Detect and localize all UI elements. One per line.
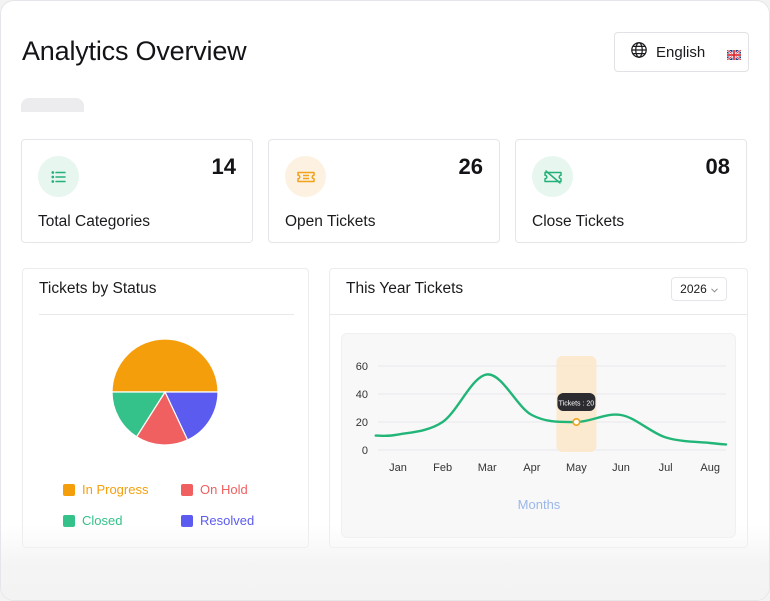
legend-on-hold[interactable]: On Hold	[181, 482, 248, 497]
pie-slice-resolved[interactable]	[164, 391, 219, 441]
x-tick-label: Jun	[612, 462, 630, 474]
language-label: English	[656, 43, 706, 61]
y-tick-label: 0	[362, 445, 368, 457]
this-year-tickets-panel: This Year Tickets 2026 0 20 40 60 Jan Feb Mar A…	[329, 268, 748, 548]
stat-label: Total Categories	[38, 213, 151, 230]
ticket-closed-icon	[532, 156, 573, 197]
tooltip-text: Tickets : 20	[559, 401, 595, 408]
pie-slice-closed[interactable]	[111, 391, 167, 438]
x-tick-label: Feb	[433, 462, 452, 474]
x-tick-label: Jul	[659, 462, 673, 474]
page-title: Analytics Overview	[22, 36, 247, 66]
stat-label: Close Tickets	[532, 213, 625, 230]
legend-swatch	[63, 514, 75, 527]
stat-label: Open Tickets	[285, 213, 376, 230]
legend-swatch	[63, 483, 75, 496]
tab-stub[interactable]	[21, 98, 84, 112]
line-chart-area: 0 20 40 60 Jan Feb Mar Apr May Jun Jul Aug Tickets :…	[341, 333, 736, 538]
stat-card-close-tickets: 08 Close Tickets	[515, 139, 747, 243]
highlight-point[interactable]	[572, 418, 581, 427]
stat-value: 26	[458, 154, 483, 179]
y-tick-label: 60	[356, 361, 368, 373]
year-value: 2026	[680, 282, 707, 296]
legend-swatch	[181, 483, 193, 496]
globe-icon	[630, 41, 648, 64]
legend-label: Resolved	[200, 513, 255, 528]
pie-slice-in-progress[interactable]	[111, 338, 219, 393]
legend-label: Closed	[82, 513, 123, 528]
status-pie-chart	[111, 338, 219, 446]
divider	[330, 314, 747, 315]
legend-label: In Progress	[82, 482, 149, 497]
x-tick-label: Apr	[523, 462, 540, 474]
tickets-by-status-panel: Tickets by Status In Progress On Hold Cl…	[22, 268, 309, 548]
panel-title: This Year Tickets	[346, 280, 464, 297]
chevron-down-icon	[710, 282, 718, 296]
legend-in-progress[interactable]: In Progress	[63, 482, 148, 497]
divider	[39, 314, 294, 315]
x-tick-label: Mar	[478, 462, 497, 474]
uk-flag-icon	[726, 47, 742, 61]
x-tick-label: Jan	[389, 462, 407, 474]
legend-resolved[interactable]: Resolved	[181, 513, 254, 528]
legend-closed[interactable]: Closed	[63, 513, 122, 528]
list-icon	[38, 156, 79, 197]
y-tick-label: 40	[356, 389, 368, 401]
x-tick-label: Aug	[700, 462, 720, 474]
pie-slice-on-hold[interactable]	[135, 390, 189, 446]
year-select[interactable]: 2026	[671, 277, 727, 301]
ticket-icon	[285, 156, 326, 197]
x-tick-label: May	[566, 462, 587, 474]
y-tick-label: 20	[356, 417, 368, 429]
series-line[interactable]	[374, 373, 728, 446]
tickets-line-chart: 0 20 40 60 Jan Feb Mar Apr May Jun Jul Aug Tickets :…	[356, 356, 728, 512]
stat-card-total-categories: 14 Total Categories	[21, 139, 253, 243]
panel-title: Tickets by Status	[39, 280, 157, 297]
stat-value: 08	[705, 154, 730, 179]
tooltip-box	[557, 393, 596, 411]
language-selector[interactable]: English	[614, 32, 749, 72]
legend-label: On Hold	[200, 482, 248, 497]
x-axis-title: Months	[518, 497, 561, 512]
stat-card-open-tickets: 26 Open Tickets	[268, 139, 500, 243]
stat-value: 14	[211, 154, 236, 179]
legend-swatch	[181, 514, 193, 527]
